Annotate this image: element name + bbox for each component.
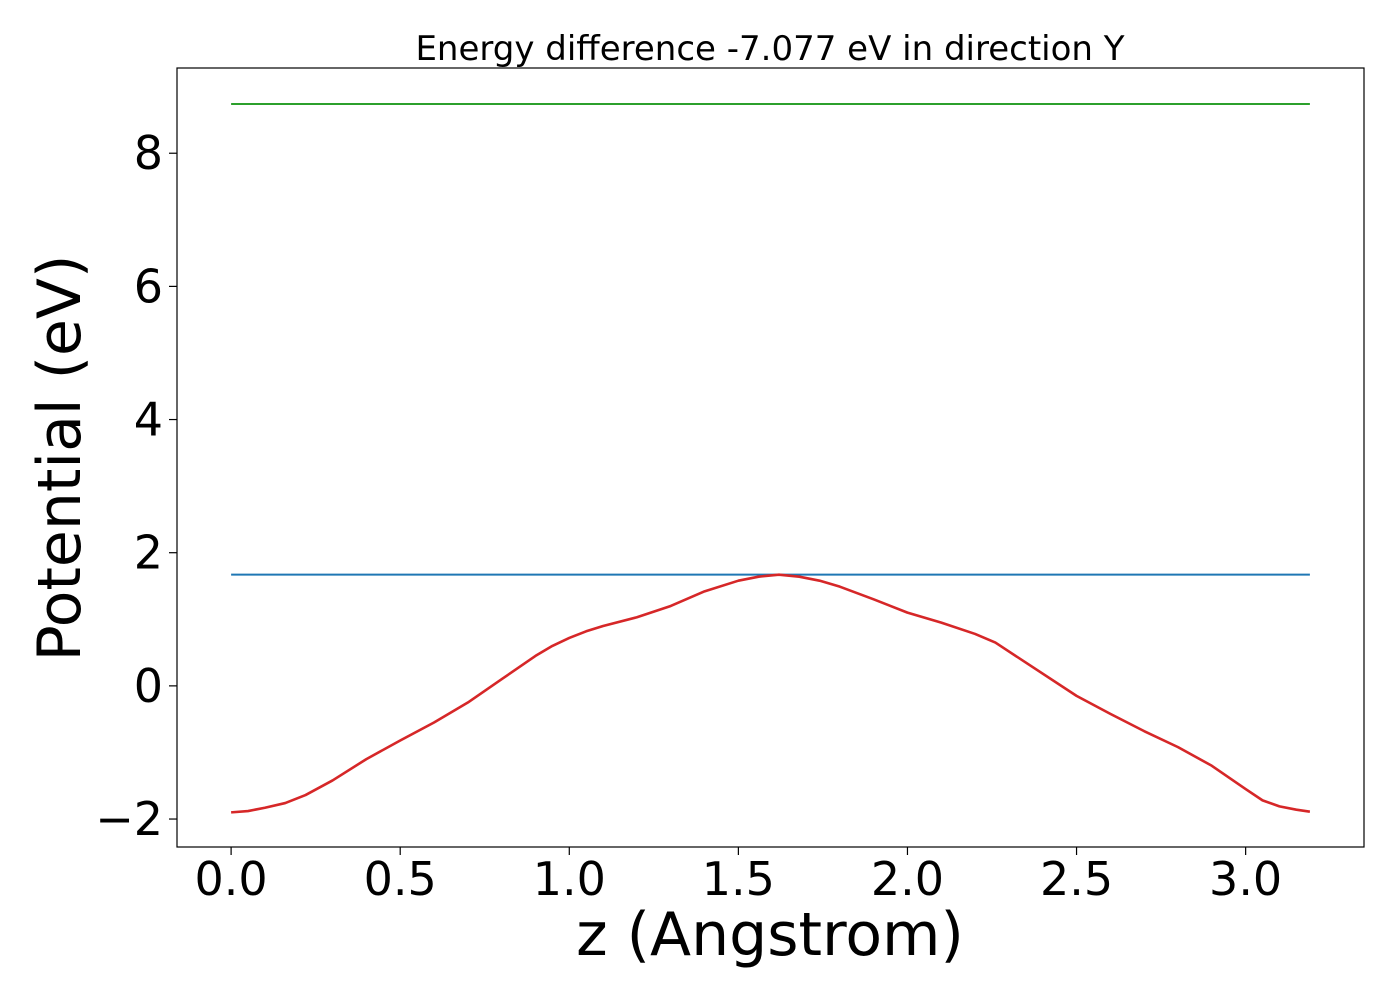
plot-area <box>231 102 1311 814</box>
red-potential-curve <box>231 573 1311 814</box>
x-axis-label: z (Angstrom) <box>576 900 964 970</box>
y-tick-label: 2 <box>134 526 163 580</box>
x-tick-label: 1.0 <box>533 852 606 906</box>
y-tick-label: 8 <box>134 126 163 180</box>
y-tick-label: 0 <box>134 659 163 713</box>
y-tick-label: −2 <box>95 792 163 846</box>
y-axis-label: Potential (eV) <box>25 255 95 662</box>
y-tick-label: 4 <box>134 393 163 447</box>
y-tick-label: 6 <box>134 259 163 313</box>
x-tick-label: 0.5 <box>364 852 437 906</box>
x-tick-label: 2.5 <box>1040 852 1113 906</box>
axis-ticks: 0.0 0.5 1.0 1.5 2.0 2.5 3.0 −2 0 2 4 6 8 <box>95 126 1282 906</box>
x-tick-label: 2.0 <box>871 852 944 906</box>
chart-title: Energy difference -7.077 eV in direction… <box>415 29 1124 69</box>
x-tick-label: 3.0 <box>1209 852 1282 906</box>
x-tick-label: 0.0 <box>195 852 268 906</box>
plot-frame <box>176 67 1365 848</box>
x-tick-label: 1.5 <box>702 852 775 906</box>
